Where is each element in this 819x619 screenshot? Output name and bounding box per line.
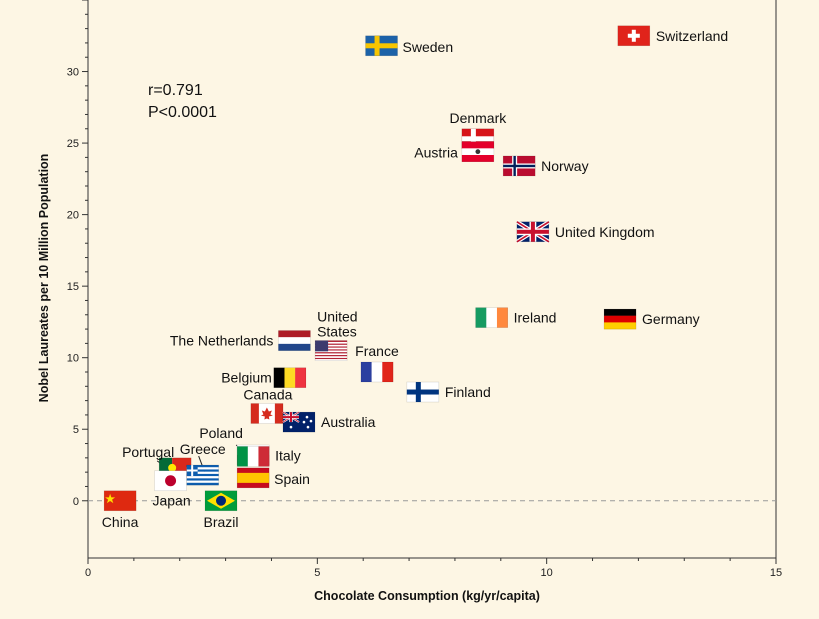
country-label: Ireland <box>514 310 557 326</box>
japan-flag <box>154 470 187 492</box>
norway-flag <box>502 155 536 177</box>
country-label: Sweden <box>403 39 454 55</box>
country-label: Australia <box>321 414 376 430</box>
germany-flag <box>603 308 637 330</box>
country-label: Spain <box>274 471 310 487</box>
canada-flag <box>250 403 284 424</box>
country-label: China <box>102 514 139 530</box>
brazil-flag <box>204 490 238 512</box>
sweden-flag <box>365 35 398 57</box>
country-label: Portugal <box>122 444 174 460</box>
country-label: Belgium <box>221 370 272 386</box>
y-tick-label: 5 <box>73 424 79 436</box>
country-label: Austria <box>414 145 458 161</box>
finland-flag <box>406 381 440 403</box>
x-axis-title: Chocolate Consumption (kg/yr/capita) <box>314 589 540 603</box>
australia-flag <box>282 411 316 433</box>
y-tick-label: 10 <box>67 353 79 365</box>
y-tick-label: 25 <box>67 138 79 150</box>
country-label: Brazil <box>204 514 239 530</box>
y-tick-label: 20 <box>67 210 79 222</box>
france-flag <box>360 361 394 383</box>
country-label: Canada <box>243 386 292 402</box>
ireland-flag <box>475 307 508 328</box>
italy-flag <box>236 446 270 467</box>
china-flag <box>103 490 137 512</box>
united-kingdom-flag <box>515 220 550 244</box>
y-tick-label: 0 <box>73 496 79 508</box>
country-label: Poland <box>199 425 243 441</box>
country-label: Denmark <box>449 110 507 126</box>
country-label: United States <box>317 309 357 340</box>
country-label: Japan <box>152 493 190 509</box>
country-label: France <box>355 343 399 359</box>
x-tick-label: 10 <box>541 567 553 579</box>
netherlands-flag <box>278 330 311 351</box>
united-states-flag <box>314 340 348 361</box>
country-label: The Netherlands <box>170 333 274 349</box>
country-label: Switzerland <box>656 28 728 44</box>
x-tick-label: 5 <box>314 567 320 579</box>
switzerland-flag <box>617 25 651 47</box>
country-label: Greece <box>180 441 226 457</box>
country-label: Germany <box>642 311 700 327</box>
correlation-annotation: r=0.791 <box>148 82 203 99</box>
country-label: Norway <box>541 158 588 174</box>
y-tick-label: 15 <box>67 281 79 293</box>
country-label: United Kingdom <box>555 224 655 240</box>
country-label: Italy <box>275 447 301 463</box>
belgium-flag <box>273 367 307 389</box>
greece-flag <box>186 464 219 486</box>
y-axis-title: Nobel Laureates per 10 Million Populatio… <box>37 154 51 403</box>
country-label: Finland <box>445 384 491 400</box>
x-tick-label: 15 <box>770 567 782 579</box>
p-value-annotation: P<0.0001 <box>148 104 217 121</box>
spain-flag <box>236 467 270 489</box>
austria-flag <box>461 141 495 162</box>
plot-frame <box>87 0 777 559</box>
x-tick-label: 0 <box>85 567 91 579</box>
y-tick-label: 30 <box>67 67 79 79</box>
